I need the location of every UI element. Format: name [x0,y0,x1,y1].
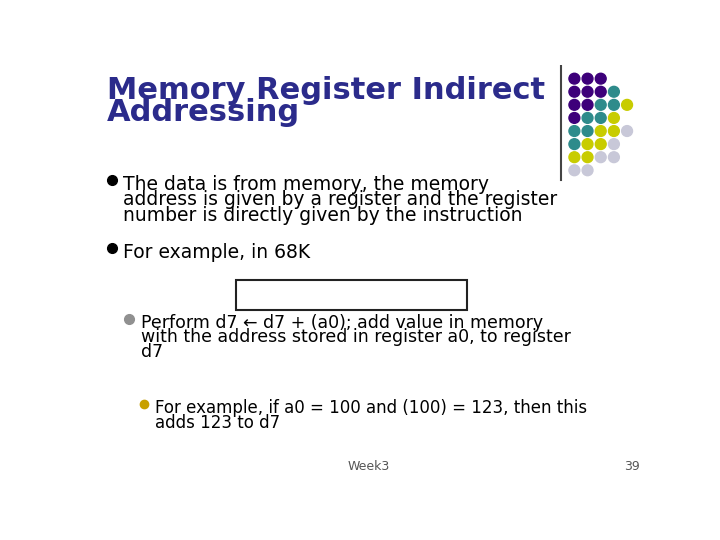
Circle shape [582,73,593,84]
FancyBboxPatch shape [236,280,467,310]
Circle shape [595,139,606,150]
Circle shape [608,112,619,123]
Circle shape [569,99,580,110]
Circle shape [608,139,619,150]
Circle shape [608,86,619,97]
Circle shape [569,165,580,176]
Circle shape [582,126,593,137]
Text: Perform d7 ← d7 + (a0); add value in memory: Perform d7 ← d7 + (a0); add value in mem… [141,314,544,332]
Text: Memory Register Indirect: Memory Register Indirect [107,76,545,105]
Circle shape [595,112,606,123]
Circle shape [582,139,593,150]
Circle shape [621,99,632,110]
Circle shape [595,99,606,110]
Circle shape [582,152,593,163]
Text: (a0),: (a0), [326,285,390,305]
Text: d7: d7 [141,343,163,361]
Circle shape [595,152,606,163]
Circle shape [569,139,580,150]
Circle shape [608,126,619,137]
Circle shape [582,99,593,110]
Text: The data is from memory, the memory: The data is from memory, the memory [122,175,489,194]
Circle shape [595,86,606,97]
Circle shape [569,126,580,137]
Circle shape [569,73,580,84]
Circle shape [569,86,580,97]
Text: 39: 39 [624,460,640,473]
Text: addw: addw [246,285,297,305]
Circle shape [608,99,619,110]
Circle shape [569,152,580,163]
Circle shape [582,165,593,176]
Circle shape [582,112,593,123]
Text: with the address stored in register a0, to register: with the address stored in register a0, … [141,328,571,346]
Circle shape [608,152,619,163]
Text: Addressing: Addressing [107,98,300,127]
Text: For example, in 68K: For example, in 68K [122,242,310,262]
Text: adds 123 to d7: adds 123 to d7 [155,414,280,431]
Circle shape [621,126,632,137]
Text: address is given by a register and the register: address is given by a register and the r… [122,190,557,210]
Circle shape [569,112,580,123]
Circle shape [595,126,606,137]
Text: d7: d7 [400,285,426,305]
Text: For example, if a0 = 100 and (100) = 123, then this: For example, if a0 = 100 and (100) = 123… [155,399,588,417]
Text: Week3: Week3 [348,460,390,473]
Circle shape [582,86,593,97]
Text: number is directly given by the instruction: number is directly given by the instruct… [122,206,522,225]
Circle shape [595,73,606,84]
